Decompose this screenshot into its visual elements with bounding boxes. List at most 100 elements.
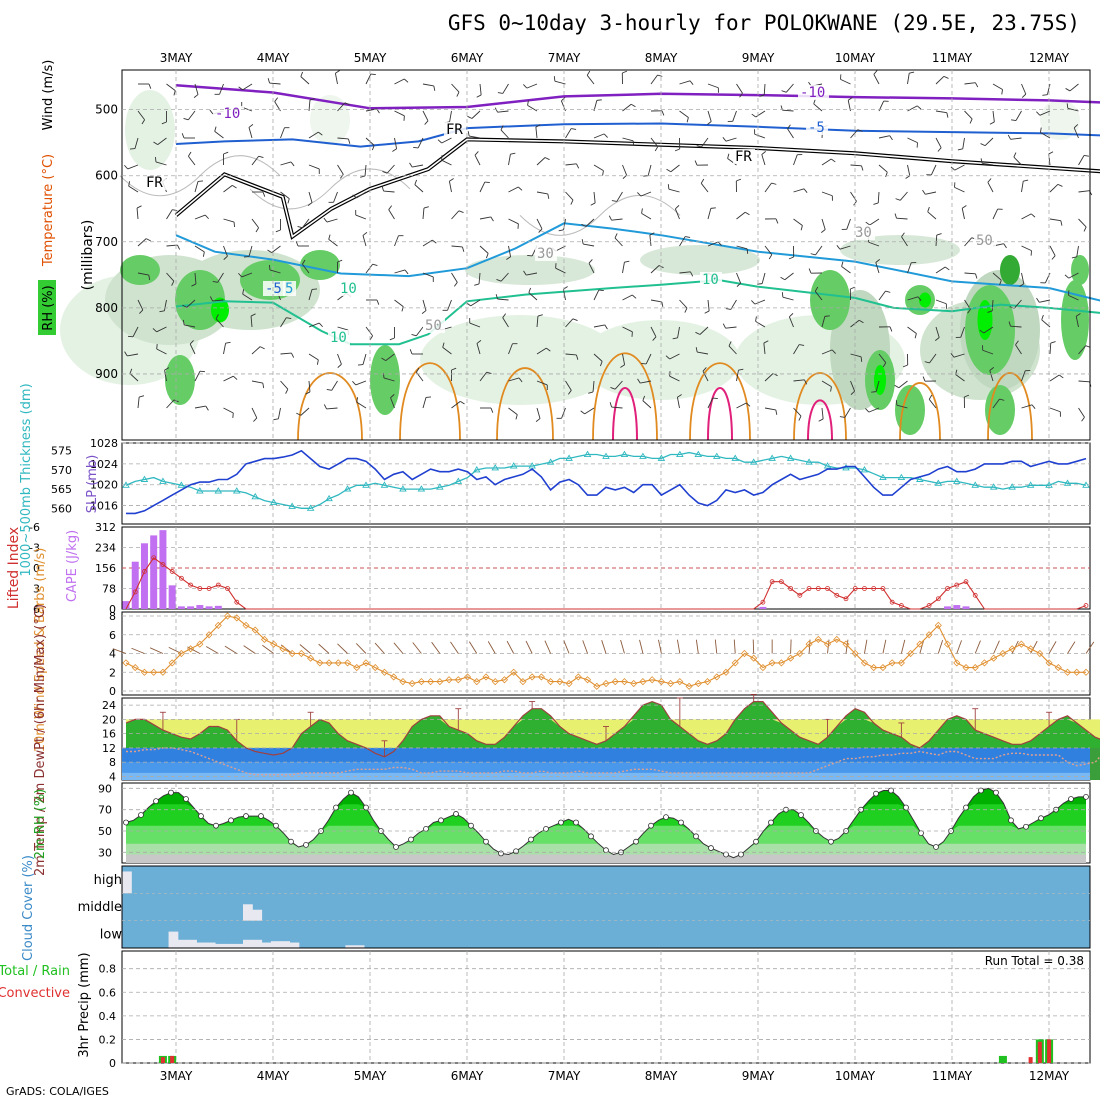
wind-barb-10m	[601, 640, 607, 654]
thickness-marker	[454, 477, 463, 484]
wind-barb-flag	[830, 158, 836, 163]
thickness-line	[125, 451, 1087, 509]
cloud-low-bar	[261, 942, 272, 948]
wind-barb-10m	[1067, 641, 1076, 654]
wind-speed-marker	[565, 679, 573, 688]
wind-speed-marker	[528, 673, 536, 681]
date-label-top: 3MAY	[160, 51, 193, 65]
wind-barb-flag	[316, 359, 319, 365]
wind-barb	[898, 380, 908, 389]
cloud-low-bar	[354, 945, 365, 948]
wind-barb	[640, 380, 652, 384]
wind-barb	[364, 164, 367, 176]
slp-tick: 1028	[90, 437, 118, 450]
wind-barb-flag	[544, 157, 550, 161]
wind-tick: 4	[109, 648, 116, 661]
wind-barb-flag	[128, 181, 131, 187]
rh-marker	[303, 841, 309, 848]
wind-speed-marker	[205, 631, 213, 639]
wind-barb	[308, 164, 320, 170]
wind-barb-flag	[182, 304, 188, 308]
wind-barb-10m	[563, 640, 570, 654]
li-marker	[206, 586, 212, 591]
wind-barb-flag	[1003, 243, 1007, 249]
wind-barb	[536, 191, 548, 195]
wind-barb	[217, 272, 224, 283]
wind-speed-marker	[980, 659, 989, 667]
contour-label: 50	[976, 233, 993, 249]
rh-marker	[528, 836, 534, 843]
wind-barb-flag	[388, 205, 393, 210]
wind-barb	[679, 271, 691, 274]
precip-tick: 0	[109, 1057, 116, 1070]
wind-barb	[935, 326, 940, 338]
wind-speed-marker	[140, 668, 149, 676]
wind-barb	[992, 272, 1002, 281]
rh-marker	[1023, 823, 1029, 830]
wind-barb-flag	[581, 223, 587, 227]
wind-barb-flag	[824, 315, 830, 317]
wind-barb-flag	[757, 283, 763, 285]
isotherm-20	[707, 387, 733, 441]
wind-barb-flag	[704, 310, 710, 314]
wind-barb	[471, 110, 481, 119]
wind-barb	[1039, 110, 1051, 116]
wind-speed-marker	[1073, 668, 1081, 676]
wind-barb	[850, 164, 862, 167]
wind-barb	[451, 210, 460, 220]
cape-bar	[944, 606, 952, 609]
wind-speed-marker	[1082, 668, 1090, 676]
wind-barb-flag	[885, 172, 888, 178]
wind-barb-flag	[567, 390, 572, 395]
date-label-top: 7MAY	[548, 51, 581, 65]
wind-speed-marker	[196, 640, 204, 648]
wind-speed-marker	[574, 673, 582, 681]
wind-barb-flag	[603, 133, 608, 138]
wind-barb-flag	[576, 163, 580, 169]
wind-barb-flag	[860, 356, 863, 362]
thickness-tick: 575	[51, 445, 72, 458]
wind-barb-flag	[287, 198, 290, 204]
thickness-marker	[952, 477, 961, 484]
cloud-low-bar	[196, 942, 207, 948]
wind-barb	[441, 159, 452, 166]
pressure-tick: 800	[95, 301, 118, 315]
wind-barb	[622, 262, 625, 274]
wind-barb-flag	[702, 367, 707, 372]
wind-barb	[964, 237, 973, 247]
wind-barb	[412, 164, 424, 168]
wind-barb	[390, 397, 395, 409]
rh-marker	[933, 844, 939, 850]
wind-speed-marker	[777, 659, 785, 667]
wind-barb	[555, 267, 566, 274]
wind-barb	[1039, 299, 1051, 303]
wind-barb	[754, 299, 766, 305]
rh-marker	[138, 812, 144, 818]
thickness-marker	[362, 481, 370, 488]
wind-tick: 0	[109, 685, 116, 698]
wind-barb	[764, 373, 774, 382]
wind-speed-marker	[150, 668, 158, 676]
wind-barb	[928, 399, 937, 409]
wind-barb-flag	[1083, 155, 1090, 157]
wind-barb-flag	[129, 368, 133, 374]
wind-barb	[215, 318, 224, 328]
li-marker	[132, 589, 138, 595]
wind-barb-flag	[344, 102, 350, 106]
rh-marker	[363, 804, 369, 811]
wind-speed-marker	[482, 673, 490, 681]
wind-barb-flag	[376, 299, 380, 305]
contour-label-bg	[535, 246, 557, 261]
wind-barb-flag	[535, 124, 541, 128]
wind-barb	[394, 269, 406, 274]
thickness-marker	[620, 450, 629, 457]
wind-barb	[814, 291, 823, 301]
wind-barb-flag	[1021, 93, 1027, 98]
wind-barb-flag	[259, 346, 265, 350]
wind-barb	[1067, 107, 1079, 112]
rh-area	[465, 255, 595, 285]
wind-barb-flag	[515, 414, 518, 420]
upper-air-ylabel: (millibars)	[80, 220, 96, 291]
wind-barb-flag	[290, 161, 295, 167]
wind-speed-marker	[334, 659, 342, 667]
